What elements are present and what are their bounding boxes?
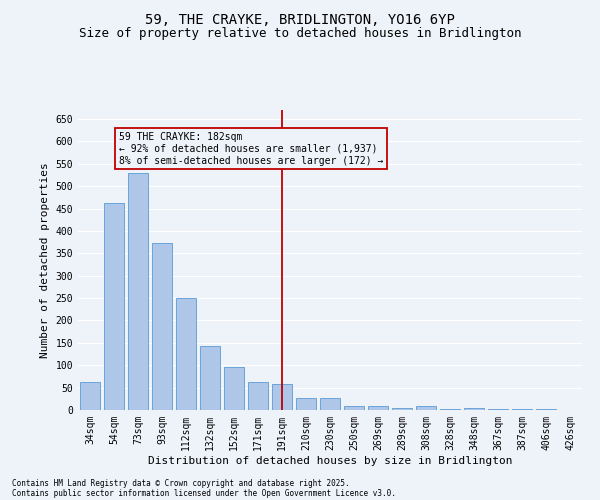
Bar	[200, 346, 220, 410]
Bar	[152, 244, 172, 410]
Text: Size of property relative to detached houses in Bridlington: Size of property relative to detached ho…	[79, 28, 521, 40]
Bar	[512, 408, 532, 410]
Bar	[272, 384, 292, 410]
X-axis label: Distribution of detached houses by size in Bridlington: Distribution of detached houses by size …	[148, 456, 512, 466]
Bar	[296, 398, 316, 410]
Bar	[176, 298, 196, 410]
Y-axis label: Number of detached properties: Number of detached properties	[40, 162, 50, 358]
Bar	[464, 408, 484, 410]
Bar	[368, 406, 388, 410]
Bar	[248, 382, 268, 410]
Bar	[80, 382, 100, 410]
Bar	[440, 408, 460, 410]
Bar	[104, 202, 124, 410]
Bar	[536, 409, 556, 410]
Text: 59, THE CRAYKE, BRIDLINGTON, YO16 6YP: 59, THE CRAYKE, BRIDLINGTON, YO16 6YP	[145, 12, 455, 26]
Bar	[320, 398, 340, 410]
Text: Contains public sector information licensed under the Open Government Licence v3: Contains public sector information licen…	[12, 488, 396, 498]
Bar	[128, 172, 148, 410]
Bar	[416, 406, 436, 410]
Bar	[224, 368, 244, 410]
Bar	[344, 406, 364, 410]
Bar	[488, 408, 508, 410]
Text: Contains HM Land Registry data © Crown copyright and database right 2025.: Contains HM Land Registry data © Crown c…	[12, 478, 350, 488]
Bar	[392, 408, 412, 410]
Text: 59 THE CRAYKE: 182sqm
← 92% of detached houses are smaller (1,937)
8% of semi-de: 59 THE CRAYKE: 182sqm ← 92% of detached …	[119, 132, 383, 166]
